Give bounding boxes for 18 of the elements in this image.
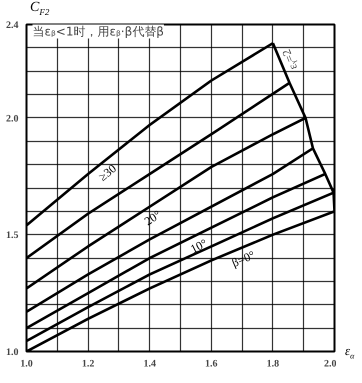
x-tick-label: 2.0 [324, 358, 336, 370]
y-tick-label: 1.0 [6, 347, 18, 358]
x-tick-label: 1.8 [266, 358, 280, 370]
text: ≥30 [96, 161, 119, 184]
y-axis-title: C$_{F2}$ [30, 0, 50, 17]
y-tick-label: 2.0 [6, 113, 18, 124]
x-tick-label: 1.6 [205, 358, 218, 370]
x-tick-label: 1.2 [82, 358, 94, 370]
text: 10° [188, 236, 210, 256]
annotation: εᵧ=2 [279, 47, 300, 72]
x-tick-label: 1.4 [143, 358, 156, 370]
x-axis-title: ε$_{α}$ [345, 343, 354, 361]
y-tick-label: 1.5 [6, 230, 18, 242]
y-tick-label: 2.4 [6, 20, 18, 31]
text: 20° [142, 207, 164, 228]
x-tick-label: 1.0 [20, 358, 33, 370]
chart-title: 当εᵦ<1时，用εᵦ·β代替β [32, 24, 164, 38]
text: β=0° [230, 248, 258, 270]
